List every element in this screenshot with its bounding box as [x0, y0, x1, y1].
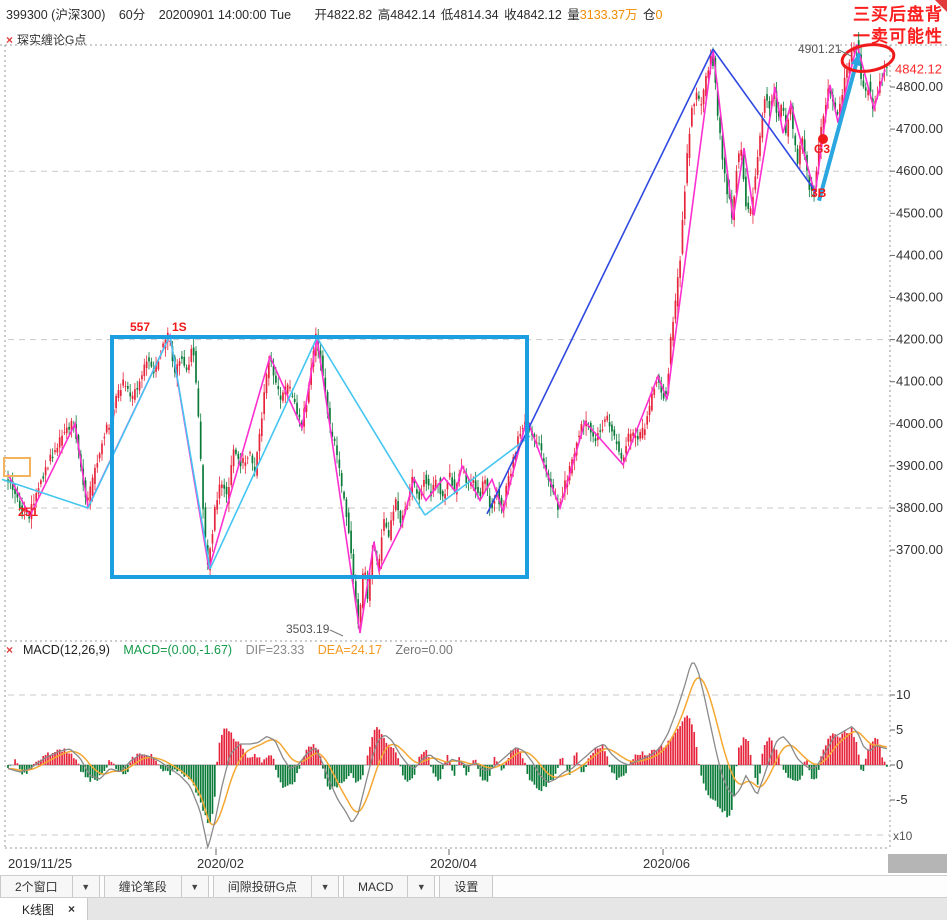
svg-text:4200.00: 4200.00 [896, 332, 943, 347]
svg-text:G3: G3 [814, 142, 830, 156]
svg-text:5: 5 [896, 722, 903, 737]
tab-close-icon[interactable]: × [68, 902, 75, 916]
macd-dropdown-arrow-icon[interactable]: ▼ [408, 876, 435, 898]
svg-text:2019/11/25: 2019/11/25 [8, 856, 72, 871]
svg-text:4901.21: 4901.21 [798, 42, 842, 56]
macd-indicator-name: MACD(12,26,9) [23, 643, 110, 657]
svg-text:1S: 1S [172, 320, 187, 334]
price-axis: 4842.12 4800.00 4700.00 4600.00 4500.00 4400.… [890, 61, 943, 557]
svg-text:4000.00: 4000.00 [896, 416, 943, 431]
svg-text:2020/04: 2020/04 [430, 856, 477, 871]
gridlines [8, 171, 890, 835]
dea-value: DEA=24.17 [318, 643, 382, 657]
bottom-toolbar: 2个窗口 ▼ 缠论笔段 ▼ 间隙投研G点 ▼ MACD ▼ 设置 [0, 875, 947, 898]
svg-text:3503.19: 3503.19 [286, 622, 330, 636]
close-icon[interactable]: × [6, 643, 13, 657]
svg-text:3800.00: 3800.00 [896, 500, 943, 515]
pen-segment-dropdown-arrow-icon[interactable]: ▼ [182, 876, 209, 898]
svg-text:4100.00: 4100.00 [896, 374, 943, 389]
pane-borders [0, 45, 947, 848]
tab-kline-chart[interactable]: K线图 × [0, 898, 88, 920]
macd-axis: 10 5 0 -5 x10 [890, 687, 913, 843]
svg-text:4600.00: 4600.00 [896, 163, 943, 178]
dea-line [8, 678, 887, 825]
macd-value: MACD=(0.00,-1.67) [123, 643, 232, 657]
zero-value: Zero=0.00 [396, 643, 453, 657]
macd-legend: × MACD(12,26,9) MACD=(0.00,-1.67) DIF=23.… [6, 643, 463, 657]
svg-text:2020/02: 2020/02 [197, 856, 244, 871]
g-point-button[interactable]: 间隙投研G点 [213, 876, 312, 898]
svg-text:4842.12: 4842.12 [895, 61, 942, 76]
svg-text:3900.00: 3900.00 [896, 458, 943, 473]
svg-text:557: 557 [130, 320, 150, 334]
g-point-dropdown-arrow-icon[interactable]: ▼ [312, 876, 339, 898]
svg-text:3B: 3B [811, 186, 827, 200]
tab-label: K线图 [22, 901, 54, 918]
svg-text:3700.00: 3700.00 [896, 542, 943, 557]
svg-text:4400.00: 4400.00 [896, 247, 943, 262]
horizontal-scrollbar-thumb[interactable] [888, 854, 947, 873]
settings-button[interactable]: 设置 [439, 876, 493, 898]
buy-signal-arrow [819, 53, 861, 200]
svg-text:10: 10 [896, 687, 910, 702]
svg-text:-5: -5 [896, 792, 908, 807]
svg-text:4700.00: 4700.00 [896, 121, 943, 136]
svg-text:x10: x10 [893, 829, 913, 843]
svg-text:2020/06: 2020/06 [643, 856, 690, 871]
x-axis: 2019/11/25 2020/02 2020/04 2020/06 [8, 849, 690, 871]
svg-text:4300.00: 4300.00 [896, 290, 943, 305]
macd-button[interactable]: MACD [343, 876, 408, 898]
windows-count-button[interactable]: 2个窗口 [0, 876, 73, 898]
pen-segment-button[interactable]: 缠论笔段 [104, 876, 182, 898]
svg-text:251: 251 [18, 505, 38, 519]
svg-text:0: 0 [896, 757, 903, 772]
macd-histogram [7, 716, 888, 823]
svg-text:4500.00: 4500.00 [896, 205, 943, 220]
svg-text:4800.00: 4800.00 [896, 79, 943, 94]
dif-value: DIF=23.33 [246, 643, 305, 657]
chan-labels: 251 557 1S G3 3B [18, 142, 830, 519]
windows-dropdown-arrow-icon[interactable]: ▼ [73, 876, 100, 898]
tab-strip: K线图 × [0, 897, 947, 920]
consolidation-box [112, 337, 527, 577]
